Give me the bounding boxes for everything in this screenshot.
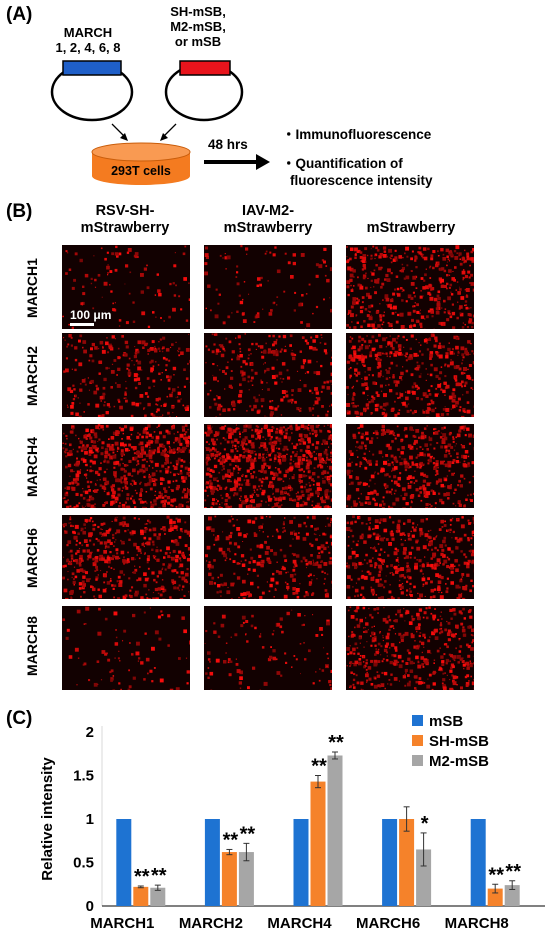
micro-tile-march1-col1	[62, 245, 190, 329]
arrow-plasmid2-head	[160, 133, 168, 141]
bar-sh-msb-march6	[399, 819, 415, 906]
cell-dish-top	[91, 142, 191, 162]
legend-swatch-sh-msb	[412, 735, 423, 746]
column-header-iav-m2-line2: mStrawberry	[223, 220, 313, 236]
bar-m2-msb-march1	[150, 887, 166, 906]
bar-msb-march2	[204, 819, 220, 906]
legend-label-msb: mSB	[429, 713, 463, 730]
significance-m2-msb-march1: **	[151, 865, 167, 887]
micro-tile-march2-col2	[204, 333, 332, 417]
legend-label-m2-msb: M2-mSB	[429, 753, 489, 770]
assay-quantification-line1: ・Quantification of	[282, 156, 403, 171]
row-label-march4: MARCH4	[24, 437, 40, 497]
time-arrow-head	[256, 154, 270, 170]
plasmid2-text: SH-mSB, M2-mSB, or mSB	[148, 4, 248, 49]
y-tick-label-4: 2	[86, 724, 94, 741]
time-label: 48 hrs	[208, 137, 248, 152]
plasmid1-text-line1: MARCH	[63, 25, 113, 40]
bar-sh-msb-march8	[487, 888, 503, 906]
legend-swatch-m2-msb	[412, 755, 423, 766]
bar-msb-march8	[470, 819, 486, 906]
significance-sh-msb-march8: **	[488, 864, 504, 886]
bar-sh-msb-march1	[133, 886, 149, 906]
y-tick-label-0: 0	[86, 898, 94, 915]
plasmid1-text-line2: 1, 2, 4, 6, 8	[55, 40, 121, 55]
column-header-iav-m2-line1: IAV-M2-	[241, 203, 295, 219]
y-axis-label: Relative intensity	[39, 757, 56, 881]
x-tick-label-march2: MARCH2	[179, 915, 243, 932]
scale-bar-line	[70, 323, 94, 326]
x-tick-label-march8: MARCH8	[445, 915, 509, 932]
plasmid2-text-line2: M2-mSB,	[170, 19, 226, 34]
plasmid1-text: MARCH 1, 2, 4, 6, 8	[38, 25, 138, 55]
bar-m2-msb-march6	[416, 849, 432, 906]
bar-msb-march6	[382, 819, 398, 906]
micro-tile-march6-col1	[62, 515, 190, 599]
micro-tile-march6-col3	[346, 515, 474, 599]
arrow-plasmid1-head	[120, 133, 128, 141]
scale-bar-label: 100 μm	[70, 308, 112, 322]
column-header-iav-m2: IAV-M2- mStrawberry	[203, 203, 333, 237]
legend-label-sh-msb: SH-mSB	[429, 733, 489, 750]
micro-tile-march2-col3	[346, 333, 474, 417]
plasmid2-text-line3: or mSB	[174, 34, 222, 49]
x-tick-label-march4: MARCH4	[267, 915, 332, 932]
micro-tile-march1-col3	[346, 245, 474, 329]
legend-swatch-msb	[412, 715, 423, 726]
column-header-mstrawberry: mStrawberry	[346, 220, 476, 237]
row-label-march6: MARCH6	[24, 528, 40, 588]
column-header-mstrawberry-line: mStrawberry	[366, 220, 456, 236]
micro-tile-march8-col1	[62, 606, 190, 690]
plasmid1-insert	[62, 60, 122, 76]
y-tick-label-3: 1.5	[73, 768, 94, 785]
bar-msb-march1	[116, 819, 132, 906]
significance-m2-msb-march2: **	[240, 823, 256, 845]
significance-sh-msb-march4: **	[311, 756, 327, 778]
bar-m2-msb-march2	[238, 852, 254, 906]
y-tick-label-2: 1	[86, 811, 94, 828]
significance-sh-msb-march1: **	[134, 866, 150, 888]
schematic-diagram	[50, 60, 270, 185]
micro-tile-march8-col2	[204, 606, 332, 690]
scale-bar: 100 μm	[70, 308, 111, 326]
bar-msb-march4	[293, 819, 309, 906]
bar-sh-msb-march4	[310, 781, 326, 906]
significance-sh-msb-march2: **	[223, 829, 239, 851]
significance-m2-msb-march6: *	[421, 813, 429, 835]
panel-b-label: (B)	[6, 201, 33, 222]
micro-tile-march4-col2	[204, 424, 332, 508]
micro-tile-march8-col3	[346, 606, 474, 690]
plasmid2-insert	[179, 60, 231, 76]
plasmid2-text-line1: SH-mSB,	[170, 4, 226, 19]
column-header-rsv-sh-line2: mStrawberry	[80, 220, 170, 236]
significance-m2-msb-march4: **	[328, 732, 344, 754]
bar-m2-msb-march4	[327, 755, 343, 906]
y-tick-label-1: 0.5	[73, 855, 94, 872]
cells-label: 293T cells	[111, 164, 171, 178]
bar-m2-msb-march8	[504, 885, 520, 906]
row-label-march2: MARCH2	[24, 346, 40, 406]
bar-sh-msb-march2	[221, 852, 237, 906]
significance-m2-msb-march8: **	[505, 861, 521, 883]
micro-tile-march6-col2	[204, 515, 332, 599]
column-header-rsv-sh: RSV-SH- mStrawberry	[62, 203, 188, 237]
micro-tile-march2-col1	[62, 333, 190, 417]
row-label-march8: MARCH8	[24, 616, 40, 676]
assay-immunofluorescence: ・Immunofluorescence	[282, 127, 432, 142]
x-tick-label-march1: MARCH1	[90, 915, 154, 932]
row-label-march1: MARCH1	[24, 258, 40, 318]
column-header-rsv-sh-line1: RSV-SH-	[95, 203, 155, 219]
micro-tile-march4-col1	[62, 424, 190, 508]
panel-c-label: (C)	[6, 708, 33, 729]
panel-a-label: (A)	[6, 4, 33, 25]
assay-quantification-line2: fluorescence intensity	[290, 173, 433, 188]
micro-tile-march4-col3	[346, 424, 474, 508]
x-tick-label-march6: MARCH6	[356, 915, 420, 932]
micro-tile-march1-col2	[204, 245, 332, 329]
